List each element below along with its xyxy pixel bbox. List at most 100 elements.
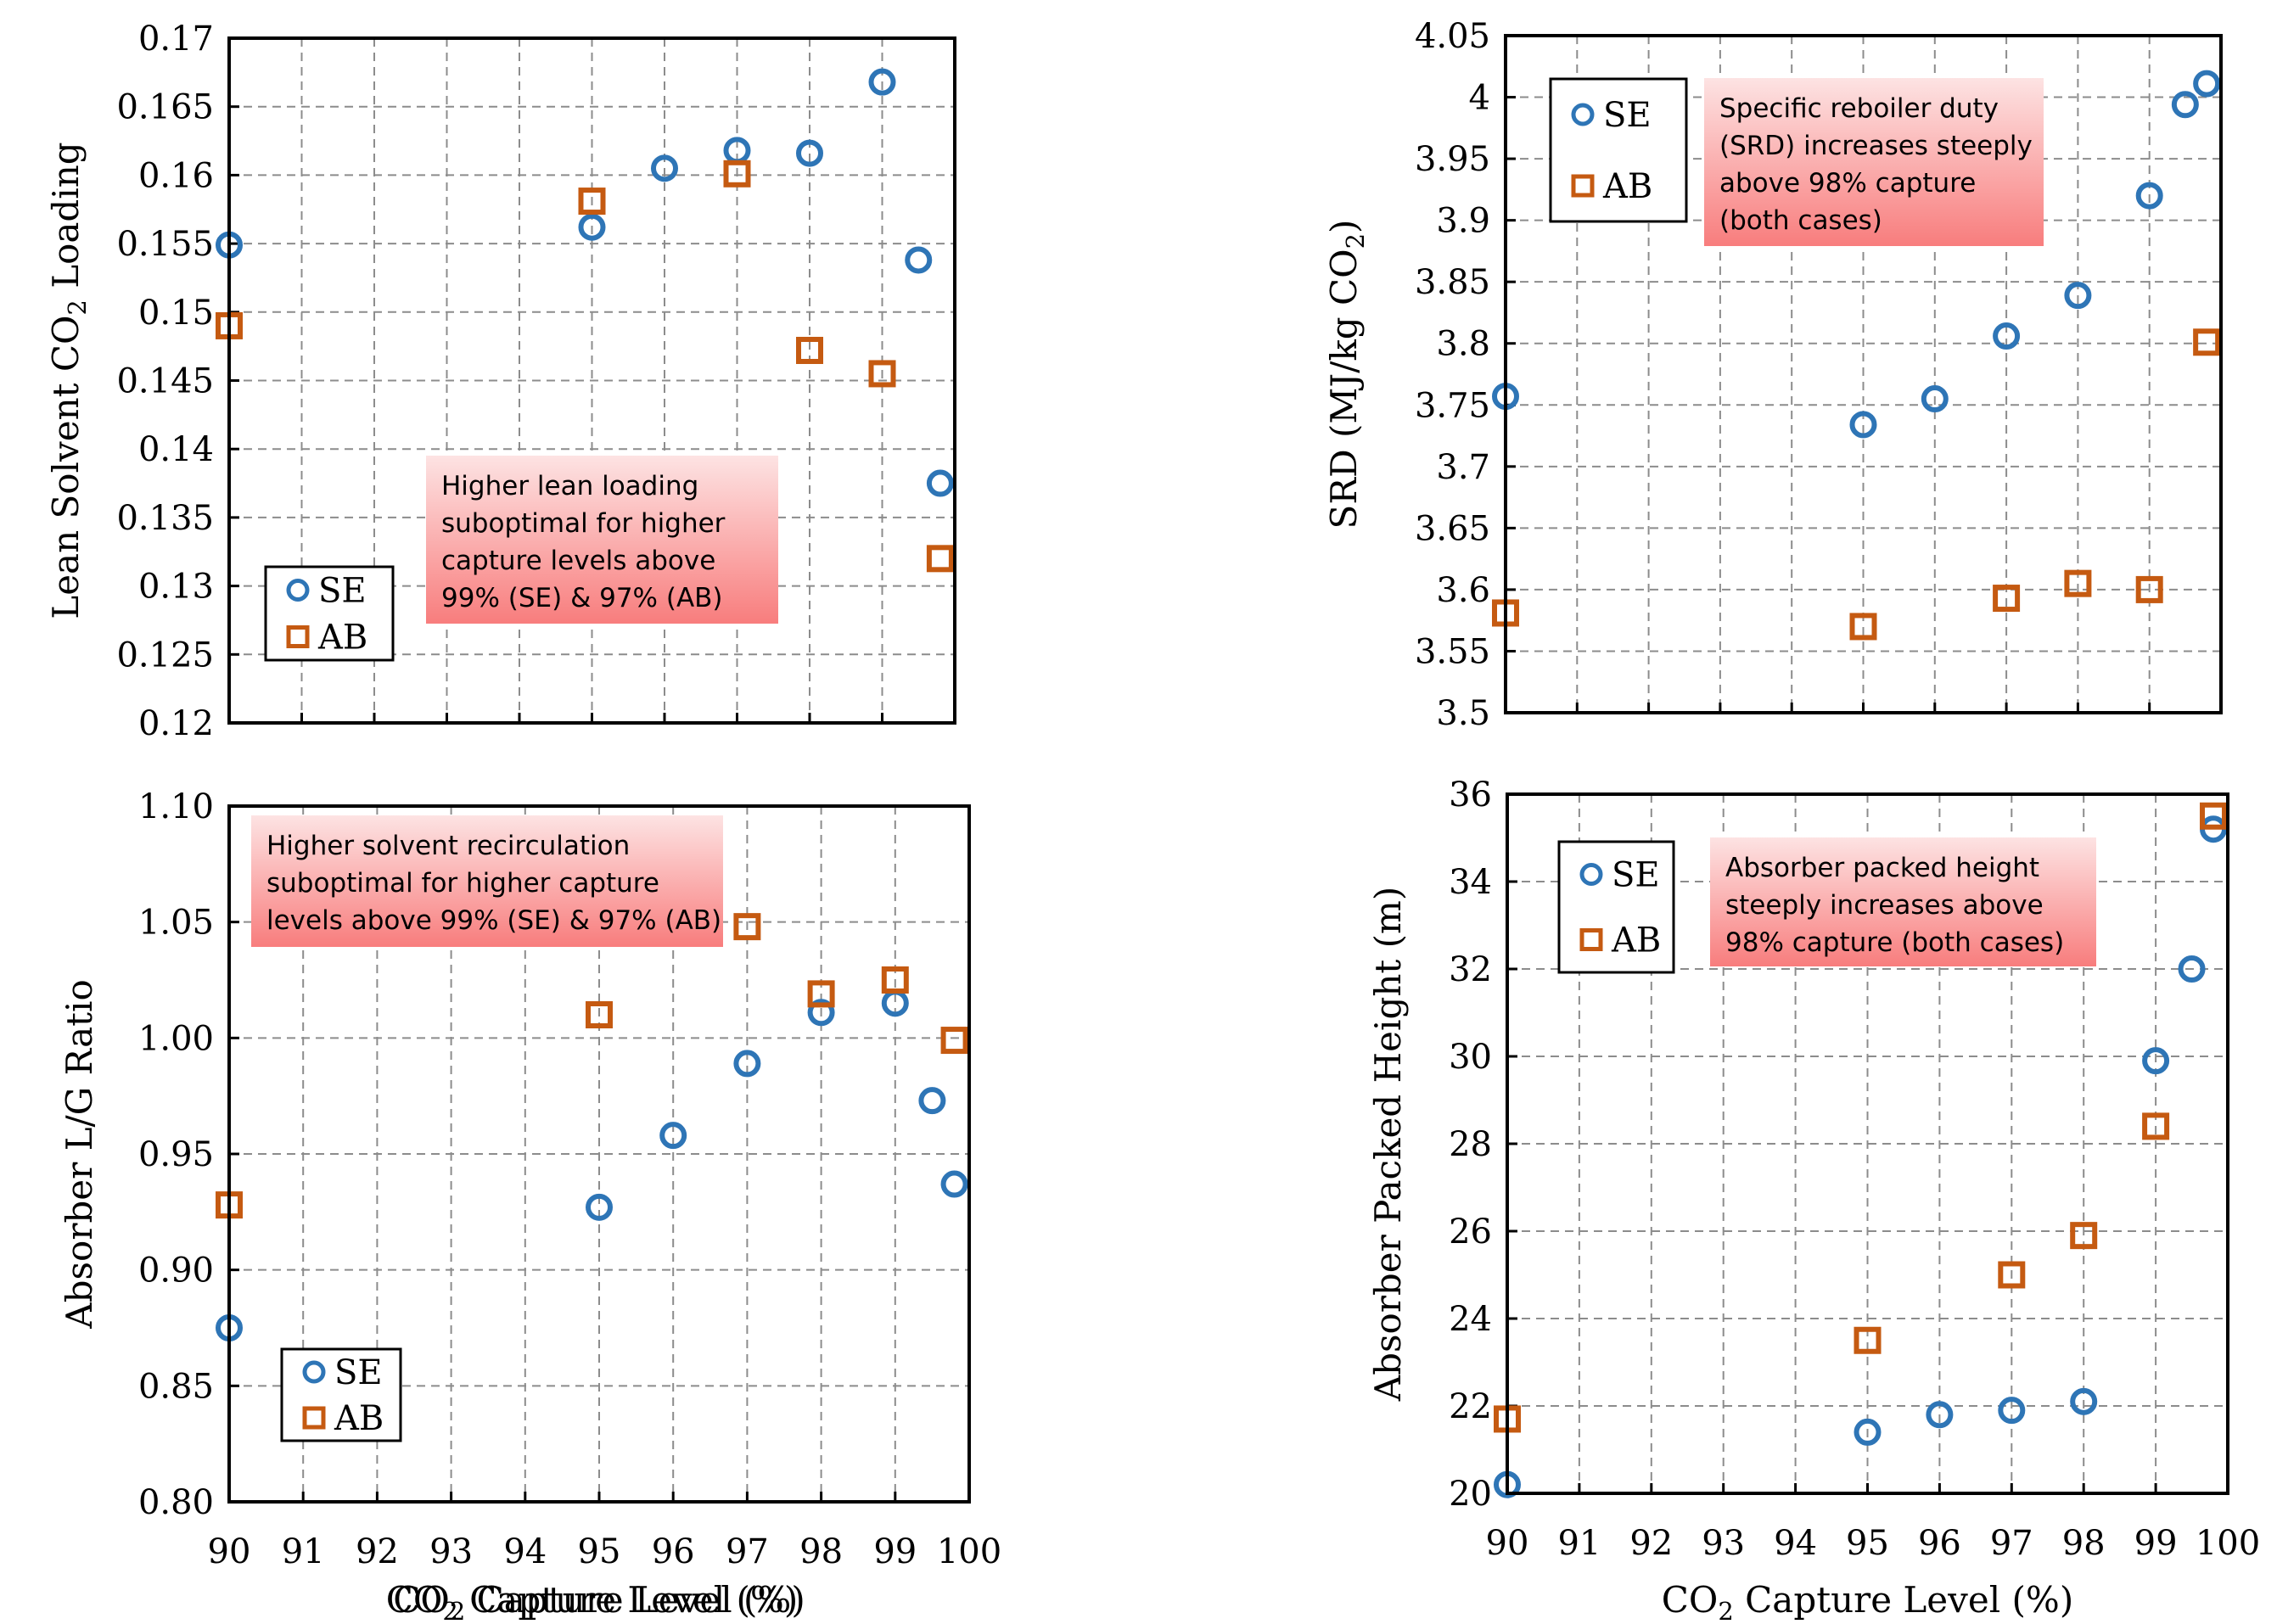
annotation-box: Higher lean loading suboptimal for higher… — [426, 456, 778, 624]
y-tick-label: 0.165 — [116, 88, 214, 127]
legend-marker-AB — [1571, 174, 1595, 198]
annotation-line: Absorber packed height — [1725, 853, 2039, 883]
data-point-AB — [2142, 1112, 2170, 1140]
y-axis-label: Absorber Packed Height (m) — [1367, 887, 1409, 1402]
legend-label-SE: SE — [1603, 96, 1652, 135]
annotation-background — [1710, 837, 2096, 966]
x-tick-label: 99 — [873, 1532, 917, 1571]
annotation-line: Higher lean loading — [441, 471, 698, 501]
y-tick-label: 3.8 — [1436, 325, 1490, 364]
y-tick-label: 0.16 — [138, 156, 214, 195]
data-point-SE — [868, 68, 896, 96]
y-tick-label: 3.75 — [1415, 386, 1490, 425]
annotation-line: 99% (SE) & 97% (AB) — [441, 583, 723, 613]
y-tick-label: 3.6 — [1436, 571, 1490, 610]
annotation-box: Higher solvent recirculation suboptimal f… — [251, 815, 723, 947]
y-tick-label: 0.12 — [138, 704, 214, 743]
y-tick-label: 0.135 — [116, 499, 214, 538]
x-tick-label: 95 — [1846, 1524, 1889, 1563]
y-tick-label: 20 — [1449, 1475, 1492, 1514]
data-point-SE — [1993, 322, 2021, 350]
data-point-SE — [651, 154, 678, 182]
y-tick-label: 1.05 — [138, 904, 214, 943]
x-tick-label: 91 — [282, 1532, 325, 1571]
data-point-SE — [926, 469, 954, 497]
series-AB — [216, 913, 968, 1219]
y-tick-label: 1.00 — [138, 1019, 214, 1058]
x-tick-label: 90 — [208, 1532, 251, 1571]
y-tick-label: 0.85 — [138, 1367, 214, 1406]
data-point-AB — [1998, 1261, 2026, 1289]
y-tick-label: 3.65 — [1415, 509, 1490, 548]
y-tick-label: 3.9 — [1436, 202, 1490, 241]
x-tick-label: 98 — [799, 1532, 843, 1571]
annotation-box: Absorber packed height steeply increases … — [1710, 837, 2096, 966]
data-point-AB — [1854, 1326, 1882, 1354]
legend-frame — [264, 565, 395, 662]
y-tick-label: 28 — [1449, 1125, 1492, 1164]
x-tick-label: 92 — [1629, 1524, 1673, 1563]
annotation-box: Specific reboiler duty (SRD) increases st… — [1704, 78, 2044, 246]
y-tick-label: 3.5 — [1436, 694, 1490, 733]
annotation-line: levels above 99% (SE) & 97% (AB) — [266, 905, 721, 936]
y-tick-label: 3.85 — [1415, 263, 1490, 302]
annotation-line: capture levels above — [441, 546, 715, 576]
data-point-AB — [940, 1027, 968, 1055]
y-tick-label: 4 — [1469, 79, 1490, 118]
annotation-line: suboptimal for higher — [441, 508, 726, 539]
data-point-SE — [1998, 1397, 2026, 1425]
data-point-SE — [2135, 182, 2163, 210]
data-point-SE — [905, 246, 933, 274]
y-tick-label: 0.155 — [116, 225, 214, 264]
data-point-SE — [733, 1050, 761, 1078]
annotation-line: 98% capture (both cases) — [1725, 927, 2064, 958]
x-tick-label: 97 — [1990, 1524, 2033, 1563]
annotation-background — [251, 815, 723, 947]
data-point-AB — [578, 188, 606, 216]
data-point-AB — [2200, 802, 2228, 830]
y-axis-label: Absorber L/G Ratio — [59, 979, 100, 1329]
x-tick-label: 98 — [2062, 1524, 2106, 1563]
x-tick-label: 99 — [2134, 1524, 2178, 1563]
x-axis-label: CO2​ Capture Level (%) — [393, 1579, 805, 1624]
x-tick-label: 96 — [1918, 1524, 1961, 1563]
x-axis-label: CO2​ Capture Level (%) — [386, 1579, 798, 1624]
y-tick-label: 3.7 — [1436, 448, 1490, 487]
x-tick-label: 93 — [1702, 1524, 1745, 1563]
y-tick-label: 0.14 — [138, 430, 214, 469]
legend-marker-SE — [286, 579, 310, 602]
legend-marker-AB — [302, 1406, 326, 1430]
y-tick-label: 0.15 — [138, 294, 214, 333]
data-point-SE — [1849, 411, 1877, 439]
x-tick-label: 94 — [503, 1532, 547, 1571]
legend-label-SE: SE — [318, 572, 367, 611]
data-point-AB — [2193, 328, 2221, 356]
data-point-SE — [1854, 1418, 1882, 1446]
annotation-line: above 98% capture — [1719, 168, 1976, 199]
data-point-AB — [796, 336, 823, 364]
gridlines — [1506, 36, 2221, 713]
x-axis-label: CO2​ Capture Level (%) — [1662, 1579, 2073, 1624]
data-point-SE — [1926, 1401, 1954, 1429]
y-tick-label: 24 — [1449, 1300, 1492, 1339]
legend-frame — [1549, 77, 1688, 223]
data-point-SE — [2064, 282, 2092, 310]
y-tick-label: 26 — [1449, 1212, 1492, 1252]
annotation-line: (both cases) — [1719, 205, 1882, 236]
data-point-SE — [918, 1087, 946, 1115]
plot-frame — [227, 804, 971, 1504]
y-tick-label: 1.10 — [138, 787, 214, 826]
data-point-AB — [868, 360, 896, 388]
legend-label-AB: AB — [317, 619, 367, 658]
y-tick-label: 22 — [1449, 1387, 1492, 1426]
y-tick-label: 0.17 — [138, 20, 214, 59]
annotation-line: Specific reboiler duty — [1719, 93, 1999, 124]
annotation-line: Higher solvent recirculation — [266, 831, 630, 861]
legend-label-AB: AB — [334, 1399, 384, 1438]
chart-packed-height: 20 22 24 26 28 30 32 34 36 90 91 92 93 94 95 96 97 98 99 10… — [1367, 776, 2260, 1624]
data-point-SE — [586, 1193, 613, 1221]
data-point-AB — [2064, 569, 2092, 597]
y-tick-label: 0.95 — [138, 1135, 214, 1174]
series-SE — [1492, 70, 2221, 439]
